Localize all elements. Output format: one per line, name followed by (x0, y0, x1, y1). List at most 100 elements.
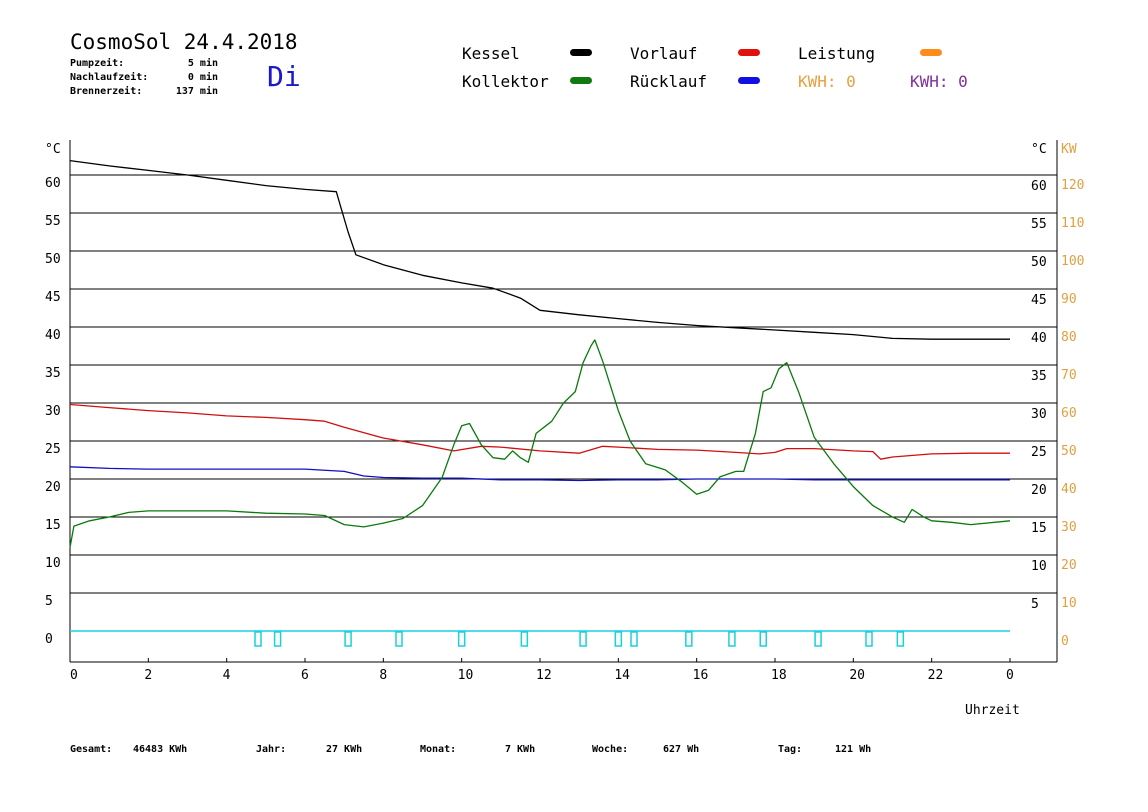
x-tick-label: 16 (693, 668, 709, 683)
y-tick-label-kw: 20 (1061, 558, 1077, 573)
y-tick-label-left: 40 (45, 328, 61, 343)
y-tick-label-right: 50 (1031, 255, 1047, 270)
y-tick-label-kw: 120 (1061, 178, 1084, 193)
y-tick-label-kw: 70 (1061, 368, 1077, 383)
y-tick-label-left: 0 (45, 632, 53, 647)
pump-event-marker (254, 631, 262, 647)
series-line-vorlauf (69, 403, 1010, 460)
info-nachlaufzeit-label: Nachlaufzeit: (70, 72, 149, 83)
footer-tag-label: Tag: (778, 744, 803, 755)
legend-kwh-purple: KWH: 0 (910, 72, 968, 91)
y-axis-unit-left: °C (45, 142, 61, 157)
pump-event-marker (579, 631, 587, 647)
footer-monat-value: 7 KWh (505, 744, 536, 755)
y-tick-label-left: 10 (45, 556, 61, 571)
footer-gesamt-value: 46483 KWh (133, 744, 188, 755)
legend-kwh-orange: KWH: 0 (798, 72, 856, 91)
y-tick-label-kw: 0 (1061, 634, 1069, 649)
y-tick-label-left: 55 (45, 214, 61, 229)
y-tick-label-kw: 80 (1061, 330, 1077, 345)
y-tick-label-kw: 90 (1061, 292, 1077, 307)
y-tick-label-right: 45 (1031, 293, 1047, 308)
x-tick-label: 12 (536, 668, 552, 683)
footer-tag-value: 121 Wh (835, 744, 872, 755)
x-tick-label: 18 (771, 668, 787, 683)
info-nachlaufzeit-value: 0 min (187, 72, 218, 83)
y-tick-label-kw: 60 (1061, 406, 1077, 421)
pump-event-marker (457, 631, 466, 647)
x-tick-label: 22 (928, 668, 944, 683)
chart-title: CosmoSol 24.4.2018 (70, 30, 298, 54)
y-tick-label-right: 25 (1031, 445, 1047, 460)
y-tick-label-kw: 40 (1061, 482, 1077, 497)
y-tick-label-left: 60 (45, 176, 61, 191)
y-tick-label-kw: 30 (1061, 520, 1077, 535)
info-pumpzeit-label: Pumpzeit: (70, 58, 125, 69)
x-tick-label: 4 (223, 668, 231, 683)
pump-event-marker (865, 631, 873, 647)
pump-event-marker (273, 631, 282, 647)
legend-kollektor-label: Kollektor (462, 72, 549, 91)
pump-event-marker (896, 631, 905, 647)
x-tick-label: 2 (144, 668, 152, 683)
info-pumpzeit-value: 5 min (187, 58, 218, 69)
legend-vorlauf-label: Vorlauf (630, 44, 698, 63)
series-line-kollektor (69, 339, 1011, 548)
x-axis-title: Uhrzeit (965, 703, 1020, 718)
footer-woche-label: Woche: (592, 744, 629, 755)
footer-woche-value: 627 Wh (663, 744, 700, 755)
y-tick-label-kw: 110 (1061, 216, 1084, 231)
y-tick-label-left: 25 (45, 442, 61, 457)
y-tick-label-left: 45 (45, 290, 61, 305)
pump-event-marker (520, 631, 529, 647)
y-tick-label-left: 50 (45, 252, 61, 267)
info-brennerzeit-label: Brennerzeit: (70, 86, 143, 97)
y-tick-label-right: 40 (1031, 331, 1047, 346)
footer-gesamt-label: Gesamt: (70, 744, 113, 755)
x-tick-label: 10 (458, 668, 474, 683)
y-tick-label-left: 35 (45, 366, 61, 381)
y-tick-label-left: 20 (45, 480, 61, 495)
legend-vorlauf-swatch (738, 49, 760, 56)
y-axis-unit-right: °C (1031, 142, 1047, 157)
pump-event-marker (395, 631, 403, 647)
pump-event-marker (614, 631, 623, 647)
footer-monat-label: Monat: (420, 744, 457, 755)
weekday-label: Di (267, 60, 301, 93)
x-tick-label: 6 (301, 668, 309, 683)
footer-jahr-label: Jahr: (256, 744, 287, 755)
legend-kessel-label: Kessel (462, 44, 520, 63)
y-tick-label-left: 5 (45, 594, 53, 609)
y-tick-label-right: 15 (1031, 521, 1047, 536)
legend-leistung-label: Leistung (798, 44, 876, 63)
y-tick-label-kw: 10 (1061, 596, 1077, 611)
pump-event-marker (630, 631, 638, 647)
y-tick-label-right: 55 (1031, 217, 1047, 232)
y-tick-label-right: 60 (1031, 179, 1047, 194)
x-tick-label: 8 (379, 668, 387, 683)
footer-jahr-value: 27 KWh (326, 744, 363, 755)
y-axis-unit-kw: KW (1061, 142, 1077, 157)
y-tick-label-right: 10 (1031, 559, 1047, 574)
series-line-ruecklauf (69, 466, 1010, 482)
y-tick-label-left: 30 (45, 404, 61, 419)
y-tick-label-right: 30 (1031, 407, 1047, 422)
series-line-kessel (69, 159, 1010, 340)
info-brennerzeit-value: 137 min (175, 86, 218, 97)
x-tick-label: 0 (70, 668, 78, 683)
legend-ruecklauf-swatch (738, 77, 760, 84)
y-tick-label-kw: 50 (1061, 444, 1077, 459)
pump-event-marker (759, 631, 767, 647)
x-tick-label: 14 (614, 668, 630, 683)
legend-leistung-swatch (920, 49, 942, 56)
y-tick-label-right: 35 (1031, 369, 1047, 384)
legend-kollektor-swatch (570, 77, 592, 84)
pump-event-marker (685, 631, 693, 647)
legend-kessel-swatch (570, 49, 592, 56)
y-tick-label-left: 15 (45, 518, 61, 533)
x-tick-label: 0 (1006, 668, 1014, 683)
y-tick-label-right: 20 (1031, 483, 1047, 498)
pump-event-marker (728, 631, 736, 647)
y-tick-label-kw: 100 (1061, 254, 1084, 269)
